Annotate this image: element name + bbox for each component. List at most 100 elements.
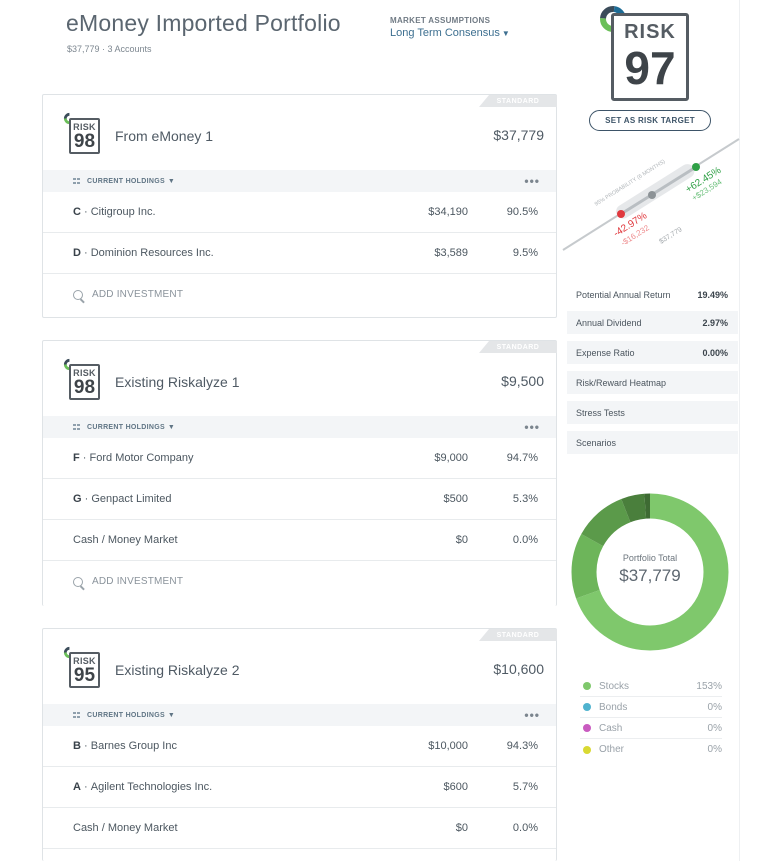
market-assumptions-label: MARKET ASSUMPTIONS bbox=[390, 16, 491, 25]
risk-badge-score: 95 bbox=[73, 665, 96, 686]
portfolio-risk-badge: RISK 98 bbox=[69, 364, 100, 400]
stat-label: Potential Annual Return bbox=[576, 289, 671, 300]
portfolio-header[interactable]: RISK 98 From eMoney 1 $37,779 bbox=[43, 95, 556, 170]
stress-tests-link[interactable]: Stress Tests bbox=[567, 401, 738, 424]
holdings-label: CURRENT HOLDINGS bbox=[87, 423, 165, 431]
add-investment-button[interactable]: ADD INVESTMENT bbox=[43, 274, 556, 315]
legend-row-stocks: Stocks 153% bbox=[580, 676, 722, 697]
holding-row[interactable]: C · Citigroup Inc. $34,190 90.5% bbox=[43, 192, 556, 233]
holding-pct: 94.3% bbox=[506, 740, 538, 752]
risk-badge-label: RISK bbox=[73, 656, 96, 666]
page-title: eMoney Imported Portfolio bbox=[66, 10, 341, 36]
holding-name: Citigroup Inc. bbox=[90, 206, 156, 218]
portfolio-name: Existing Riskalyze 1 bbox=[115, 374, 240, 390]
holding-separator: · bbox=[80, 781, 91, 793]
holding-row[interactable]: B · Barnes Group Inc $10,000 94.3% bbox=[43, 726, 556, 767]
donut-segment-4 bbox=[571, 493, 729, 651]
portfolio-risk-badge: RISK 95 bbox=[69, 652, 100, 688]
holdings-label: CURRENT HOLDINGS bbox=[87, 177, 165, 185]
risk-badge-label: RISK bbox=[73, 122, 96, 132]
legend-pct: 0% bbox=[707, 744, 722, 755]
holding-amount: $600 bbox=[443, 781, 468, 793]
page-subtitle: $37,779 · 3 Accounts bbox=[67, 44, 152, 54]
high-marker bbox=[692, 163, 700, 171]
scenarios-link[interactable]: Scenarios bbox=[567, 431, 738, 454]
holding-name: Ford Motor Company bbox=[89, 452, 194, 464]
risk-badge-label: RISK bbox=[73, 368, 96, 378]
holdings-dropdown[interactable]: CURRENT HOLDINGS ▼ bbox=[87, 712, 175, 719]
mid-amt: $37,779 bbox=[658, 226, 683, 245]
set-risk-target-button[interactable]: SET AS RISK TARGET bbox=[589, 110, 711, 131]
legend-dot bbox=[583, 682, 591, 690]
caret-down-icon: ▼ bbox=[167, 423, 176, 431]
portfolio-header[interactable]: RISK 95 Existing Riskalyze 2 $10,600 bbox=[43, 629, 556, 704]
legend-pct: 0% bbox=[707, 722, 722, 734]
portfolio-card: STANDARD RISK 98 From eMoney 1 $37,779 C… bbox=[42, 94, 557, 318]
holding-amount: $500 bbox=[443, 493, 468, 505]
holdings-dropdown[interactable]: CURRENT HOLDINGS ▼ bbox=[87, 178, 175, 185]
holding-pct: 9.5% bbox=[512, 247, 538, 259]
risk-reward-heatmap-link[interactable]: Risk/Reward Heatmap bbox=[567, 371, 738, 394]
holding-ticker: G bbox=[73, 493, 82, 505]
portfolio-total: $37,779 bbox=[493, 127, 544, 143]
legend-dot bbox=[583, 703, 591, 711]
holding-pct: 94.7% bbox=[506, 452, 538, 464]
more-options-icon[interactable]: ••• bbox=[524, 708, 540, 722]
mid-marker bbox=[648, 191, 656, 199]
holding-row[interactable]: F · Ford Motor Company $9,000 94.7% bbox=[43, 438, 556, 479]
stat-value: 0.00% bbox=[702, 347, 728, 358]
holding-amount: $0 bbox=[455, 534, 468, 546]
holding-row[interactable]: G · Genpact Limited $500 5.3% bbox=[43, 479, 556, 520]
holding-row[interactable]: D · Dominion Resources Inc. $3,589 9.5% bbox=[43, 233, 556, 274]
portfolio-donut-chart bbox=[571, 493, 729, 651]
holding-name: Agilent Technologies Inc. bbox=[90, 781, 213, 793]
holdings-dropdown[interactable]: CURRENT HOLDINGS ▼ bbox=[87, 424, 175, 431]
holdings-bar: CURRENT HOLDINGS ▼ ••• bbox=[43, 416, 556, 438]
legend-row-other: Other 0% bbox=[580, 739, 722, 760]
portfolio-card: STANDARD RISK 95 Existing Riskalyze 2 $1… bbox=[42, 628, 557, 861]
legend-label: Cash bbox=[599, 722, 623, 734]
stat-label: Scenarios bbox=[576, 437, 617, 448]
grid-icon bbox=[73, 424, 80, 430]
donut-label: Portfolio Total bbox=[622, 553, 678, 563]
legend-dot bbox=[583, 724, 591, 732]
add-investment-button[interactable]: ADD INVESTMENT bbox=[43, 561, 556, 602]
legend-label: Bonds bbox=[599, 701, 628, 713]
standard-ribbon: STANDARD bbox=[479, 629, 557, 641]
holding-ticker: F bbox=[73, 452, 80, 464]
market-assumptions-dropdown[interactable]: Long Term Consensus ▼ bbox=[390, 27, 510, 39]
risk-badge-score: 97 bbox=[624, 42, 676, 94]
add-investment-label: ADD INVESTMENT bbox=[92, 576, 184, 587]
legend-label: Other bbox=[599, 744, 625, 755]
portfolio-risk-badge: RISK 98 bbox=[69, 118, 100, 154]
holding-row-cash[interactable]: Cash / Money Market $0 0.0% bbox=[43, 520, 556, 561]
portfolio-header[interactable]: RISK 98 Existing Riskalyze 1 $9,500 bbox=[43, 341, 556, 416]
stat-label: Expense Ratio bbox=[576, 347, 635, 358]
more-options-icon[interactable]: ••• bbox=[524, 420, 540, 434]
holding-ticker: C bbox=[73, 206, 81, 218]
holding-separator: · bbox=[81, 493, 92, 505]
holding-pct: 0.0% bbox=[512, 822, 538, 834]
holdings-label: CURRENT HOLDINGS bbox=[87, 711, 165, 719]
legend-row-bonds: Bonds 0% bbox=[580, 697, 722, 718]
holding-row[interactable]: A · Agilent Technologies Inc. $600 5.7% bbox=[43, 767, 556, 808]
holdings-bar: CURRENT HOLDINGS ▼ ••• bbox=[43, 170, 556, 192]
holding-name: Genpact Limited bbox=[91, 493, 172, 505]
holding-name: Cash / Money Market bbox=[73, 534, 178, 546]
holding-amount: $10,000 bbox=[428, 740, 468, 752]
more-options-icon[interactable]: ••• bbox=[524, 174, 540, 188]
column-divider bbox=[739, 0, 740, 861]
stat-annual-dividend: Annual Dividend 2.97% bbox=[567, 311, 738, 334]
stat-expense-ratio: Expense Ratio 0.00% bbox=[567, 341, 738, 364]
holding-ticker: D bbox=[73, 247, 81, 259]
holding-name: Barnes Group Inc bbox=[90, 740, 177, 752]
holding-pct: 5.3% bbox=[512, 493, 538, 505]
risk-badge-score: 98 bbox=[73, 377, 96, 398]
holding-amount: $3,589 bbox=[434, 247, 468, 259]
stat-label: Annual Dividend bbox=[576, 317, 642, 328]
stat-label: Stress Tests bbox=[576, 407, 625, 418]
holding-row-cash[interactable]: Cash / Money Market $0 0.0% bbox=[43, 808, 556, 849]
market-assumptions-value: Long Term Consensus bbox=[390, 27, 500, 39]
holding-name: Dominion Resources Inc. bbox=[90, 247, 214, 259]
risk-badge-score: 98 bbox=[73, 131, 96, 152]
